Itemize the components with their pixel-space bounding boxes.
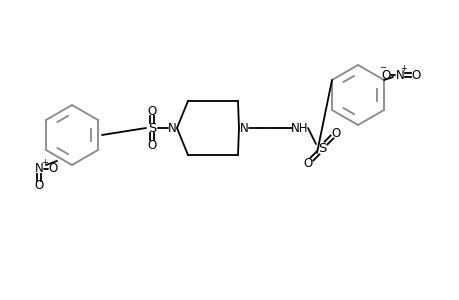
Text: O: O [34,179,44,193]
Text: O: O [303,157,312,169]
Text: +: + [400,64,407,73]
Text: O: O [381,68,390,82]
Text: O: O [48,163,57,176]
Text: N: N [34,163,43,176]
Text: O: O [330,127,340,140]
Text: +: + [41,158,48,167]
Text: S: S [147,122,156,134]
Text: NH: NH [291,122,308,134]
Text: S: S [317,142,325,154]
Text: N: N [167,122,176,134]
Text: O: O [147,139,156,152]
Text: O: O [147,104,156,118]
Text: −: − [379,64,386,73]
Text: N: N [239,122,248,134]
Text: N: N [395,68,403,82]
Text: O: O [410,68,420,82]
